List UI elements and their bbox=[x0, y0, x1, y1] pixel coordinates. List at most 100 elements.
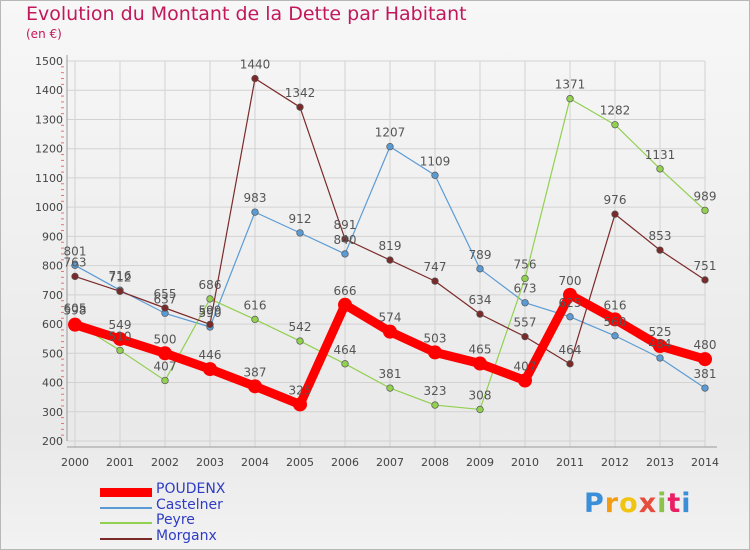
legend-label: POUDENX bbox=[156, 481, 226, 497]
data-point bbox=[341, 235, 349, 243]
data-point bbox=[656, 165, 664, 173]
data-point bbox=[521, 332, 529, 341]
x-tick-label: 2004 bbox=[241, 456, 269, 469]
data-label: 484 bbox=[649, 337, 672, 351]
logo-letter: t bbox=[667, 488, 682, 519]
data-label: 625 bbox=[559, 296, 582, 310]
data-label: 1440 bbox=[240, 58, 271, 72]
data-point bbox=[476, 310, 484, 318]
proxiti-logo: Proxiti bbox=[584, 488, 692, 519]
data-point bbox=[161, 304, 169, 312]
data-label: 1207 bbox=[375, 126, 406, 140]
data-label: 1371 bbox=[555, 78, 586, 92]
chart-subtitle: (en €) bbox=[26, 27, 62, 41]
x-tick-label: 2005 bbox=[286, 456, 314, 469]
data-point bbox=[296, 229, 304, 237]
data-point bbox=[296, 103, 304, 111]
data-label: 446 bbox=[199, 348, 222, 362]
data-point bbox=[431, 277, 439, 285]
y-tick-label: 400 bbox=[42, 377, 63, 390]
data-label: 407 bbox=[154, 359, 177, 373]
data-label: 605 bbox=[64, 302, 87, 316]
data-point bbox=[248, 379, 262, 394]
data-label: 655 bbox=[154, 287, 177, 301]
data-point bbox=[431, 171, 439, 179]
data-label: 686 bbox=[199, 278, 222, 292]
data-label: 387 bbox=[244, 365, 267, 379]
data-point bbox=[341, 250, 349, 258]
data-point bbox=[296, 337, 304, 345]
data-point bbox=[476, 405, 484, 414]
data-point bbox=[116, 287, 124, 295]
data-point bbox=[71, 272, 79, 281]
data-point bbox=[293, 397, 307, 412]
y-tick-label: 500 bbox=[42, 347, 63, 360]
x-tick-label: 2009 bbox=[466, 456, 494, 469]
data-label: 1109 bbox=[420, 154, 451, 168]
y-tick-label: 600 bbox=[42, 318, 63, 331]
data-label: 989 bbox=[694, 189, 717, 203]
data-label: 912 bbox=[289, 212, 312, 226]
data-point bbox=[656, 354, 664, 362]
data-point bbox=[611, 332, 619, 340]
x-tick-label: 2012 bbox=[601, 456, 629, 469]
data-point bbox=[521, 299, 529, 307]
data-point bbox=[161, 376, 169, 385]
data-point bbox=[251, 208, 259, 216]
x-tick-label: 2007 bbox=[376, 456, 404, 469]
data-point bbox=[158, 346, 172, 361]
data-point bbox=[341, 360, 349, 368]
logo-letter: i bbox=[681, 488, 692, 519]
data-point bbox=[383, 324, 397, 339]
logo-letter: i bbox=[657, 488, 668, 519]
data-point bbox=[386, 256, 394, 264]
data-point bbox=[113, 331, 127, 346]
data-label: 819 bbox=[379, 239, 402, 253]
data-label: 574 bbox=[379, 311, 402, 325]
grid-lines bbox=[67, 60, 706, 447]
data-point bbox=[431, 401, 439, 409]
x-tick-label: 2013 bbox=[646, 456, 674, 469]
data-label: 549 bbox=[109, 318, 132, 332]
data-label: 789 bbox=[469, 248, 492, 262]
data-label: 480 bbox=[694, 338, 717, 352]
data-point bbox=[701, 384, 709, 392]
data-point bbox=[521, 274, 529, 283]
data-label: 325 bbox=[289, 383, 312, 397]
data-label: 381 bbox=[379, 367, 402, 381]
data-label: 510 bbox=[109, 329, 132, 343]
data-label: 308 bbox=[469, 388, 492, 402]
data-label: 976 bbox=[604, 193, 627, 207]
legend-label: Morganx bbox=[156, 527, 217, 544]
data-label: 616 bbox=[244, 298, 267, 312]
x-tick-label: 2008 bbox=[421, 456, 449, 469]
data-point bbox=[518, 373, 532, 388]
data-label: 598 bbox=[64, 304, 87, 318]
data-label: 1131 bbox=[645, 148, 676, 162]
data-point bbox=[566, 360, 574, 368]
data-label: 751 bbox=[694, 259, 717, 273]
y-tick-label: 1400 bbox=[35, 84, 63, 97]
data-label: 700 bbox=[559, 274, 582, 288]
data-labels: 598 549 500 446 387 325 666 574 503 465 407 700 616 5… bbox=[64, 58, 717, 403]
y-tick-label: 1000 bbox=[35, 201, 63, 214]
data-label: 557 bbox=[514, 316, 537, 330]
data-label: 500 bbox=[154, 332, 177, 346]
data-point bbox=[701, 276, 709, 284]
data-point bbox=[611, 121, 619, 129]
data-label: 801 bbox=[64, 244, 87, 258]
data-label: 464 bbox=[559, 343, 582, 357]
data-point bbox=[203, 362, 217, 377]
data-label: 756 bbox=[514, 257, 537, 271]
logo-letter: P bbox=[584, 488, 605, 519]
data-point bbox=[563, 287, 577, 302]
legend-swatch bbox=[100, 487, 152, 497]
data-label: 599 bbox=[199, 303, 222, 317]
logo-letter: o bbox=[619, 488, 639, 519]
data-point bbox=[206, 295, 214, 303]
data-label: 712 bbox=[109, 270, 132, 284]
series-lines bbox=[68, 74, 712, 414]
data-point bbox=[698, 352, 712, 367]
data-label: 666 bbox=[334, 284, 357, 298]
data-point bbox=[386, 384, 394, 392]
